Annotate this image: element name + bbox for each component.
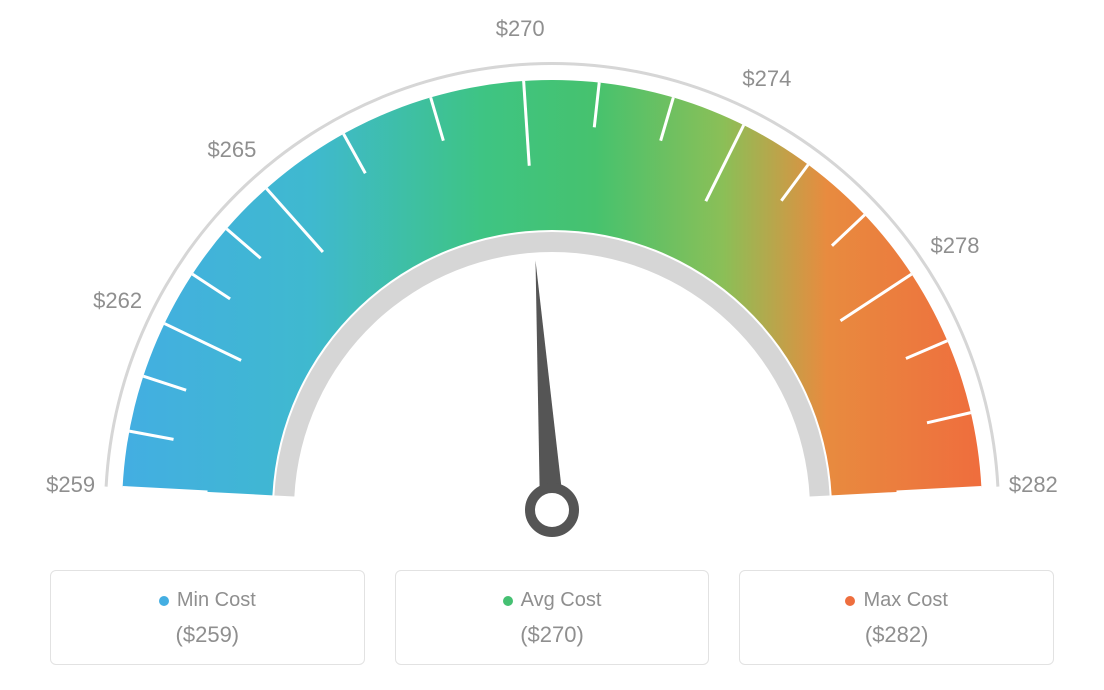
cost-gauge-card: $259 $262 $265 $270 $274 $278 $282 Min Cost ($… — [0, 0, 1104, 690]
legend-avg-value: ($270) — [406, 622, 699, 648]
gauge-tick-label: $282 — [1009, 472, 1058, 498]
legend-min-box: Min Cost ($259) — [50, 570, 365, 665]
gauge-tick-label: $270 — [496, 16, 545, 42]
legend-avg-label: Avg Cost — [521, 589, 602, 612]
legend-row: Min Cost ($259) Avg Cost ($270) Max Cost… — [50, 570, 1054, 665]
legend-avg-title: Avg Cost — [503, 589, 602, 612]
legend-max-title: Max Cost — [845, 589, 947, 612]
legend-avg-dot — [503, 596, 513, 606]
legend-max-label: Max Cost — [863, 589, 947, 612]
legend-min-label: Min Cost — [177, 589, 256, 612]
gauge-tick-label: $265 — [207, 137, 256, 163]
legend-min-dot — [159, 596, 169, 606]
gauge-tick-label: $274 — [742, 66, 791, 92]
gauge-tick-label: $259 — [46, 472, 95, 498]
legend-max-box: Max Cost ($282) — [739, 570, 1054, 665]
gauge-tick-label: $278 — [931, 233, 980, 259]
legend-min-title: Min Cost — [159, 589, 256, 612]
legend-max-value: ($282) — [750, 622, 1043, 648]
legend-min-value: ($259) — [61, 622, 354, 648]
gauge-area: $259 $262 $265 $270 $274 $278 $282 — [0, 0, 1104, 560]
gauge-tick-label: $262 — [93, 288, 142, 314]
gauge-svg — [0, 0, 1104, 560]
gauge-needle-hub — [530, 488, 574, 532]
legend-avg-box: Avg Cost ($270) — [395, 570, 710, 665]
legend-max-dot — [845, 596, 855, 606]
